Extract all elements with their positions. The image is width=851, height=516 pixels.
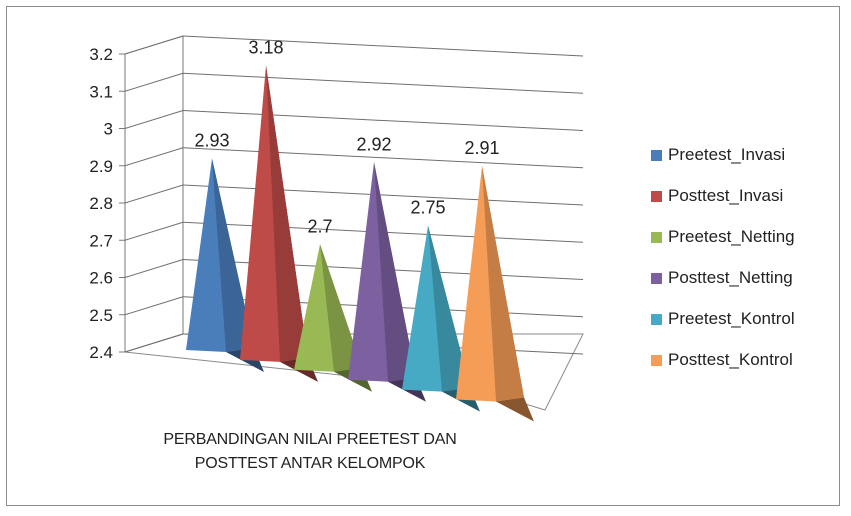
gridline-diagonal (124, 259, 184, 278)
data-label: 2.75 (410, 198, 445, 218)
legend-swatch (651, 354, 662, 366)
data-labels: 2.93 3.18 2.7 2.92 2.75 2.91 (194, 37, 499, 236)
data-label: 2.91 (464, 138, 499, 158)
legend-item: Preetest_Kontrol (651, 307, 841, 331)
gridline (182, 72, 584, 94)
data-label: 2.93 (194, 131, 229, 151)
pyramid-shade-face (374, 162, 416, 382)
y-tick-label: 2.4 (89, 343, 113, 362)
data-label: 2.7 (307, 216, 332, 236)
legend-item: Preetest_Invasi (651, 143, 841, 167)
gridline (182, 147, 584, 169)
legend-label: Preetest_Netting (668, 227, 795, 246)
legend-label: Preetest_Kontrol (668, 309, 795, 328)
pyramid-shade-face (320, 244, 362, 372)
caption-line: PERBANDINGAN NILAI PREETEST DAN (163, 431, 457, 448)
y-tick-label: 3.1 (89, 82, 113, 101)
gridline (182, 184, 584, 206)
gridline-diagonal (124, 72, 184, 92)
y-tick-label: 3 (104, 120, 113, 139)
data-label: 3.18 (248, 37, 283, 57)
y-tick-label: 2.5 (89, 306, 113, 325)
gridline-diagonal (124, 35, 184, 55)
legend-swatch (651, 149, 662, 161)
legend-item: Posttest_Kontrol (651, 348, 841, 372)
legend-label: Posttest_Invasi (668, 186, 784, 205)
y-tick-label: 2.9 (89, 157, 113, 176)
pyramid-bar (186, 158, 264, 372)
pyramid-bar (402, 225, 480, 412)
legend-item: Posttest_Invasi (651, 184, 841, 208)
legend-label: Preetest_Invasi (668, 145, 786, 164)
legend: Preetest_Invasi Posttest_Invasi Preetest… (651, 143, 841, 389)
chart-caption: PERBANDINGAN NILAI PREETEST DAN POSTTEST… (100, 428, 520, 476)
legend-swatch (651, 190, 662, 202)
chart-frame (6, 6, 840, 506)
pyramid-shade-face (428, 225, 470, 392)
legend-swatch (651, 231, 662, 243)
pyramid-bar (348, 162, 426, 402)
pyramid-shade-face (266, 65, 308, 362)
gridline-diagonal (124, 221, 184, 241)
y-tick-label: 2.6 (89, 269, 113, 288)
gridline-diagonal (124, 333, 184, 353)
gridline-diagonal (124, 110, 184, 129)
caption-line: POSTTEST ANTAR KELOMPOK (194, 455, 426, 472)
gridline-diagonal (124, 184, 184, 204)
pyramid-shade-face (212, 158, 254, 352)
pyramid-bar (240, 65, 318, 382)
legend-label: Posttest_Netting (668, 268, 793, 287)
gridline (182, 35, 584, 57)
legend-label: Posttest_Kontrol (668, 350, 793, 369)
data-label: 2.92 (356, 134, 391, 154)
gridline (182, 110, 584, 131)
pyramid-bar (456, 166, 534, 422)
pyramid-bar (294, 244, 372, 392)
legend-item: Preetest_Netting (651, 225, 841, 249)
pyramid-bars (186, 65, 534, 422)
pyramid-shade-face (482, 166, 524, 402)
gridlines (119, 35, 584, 355)
y-tick-label: 3.2 (89, 45, 113, 64)
legend-item: Posttest_Netting (651, 266, 841, 290)
y-tick-label: 2.8 (89, 194, 113, 213)
legend-swatch (651, 272, 662, 284)
y-tick-label: 2.7 (89, 231, 113, 250)
gridline-diagonal (124, 147, 184, 167)
gridline-diagonal (124, 296, 184, 316)
legend-swatch (651, 313, 662, 325)
y-axis-ticks: 3.2 3.1 3 2.9 2.8 2.7 2.6 2.5 2.4 (89, 45, 113, 362)
